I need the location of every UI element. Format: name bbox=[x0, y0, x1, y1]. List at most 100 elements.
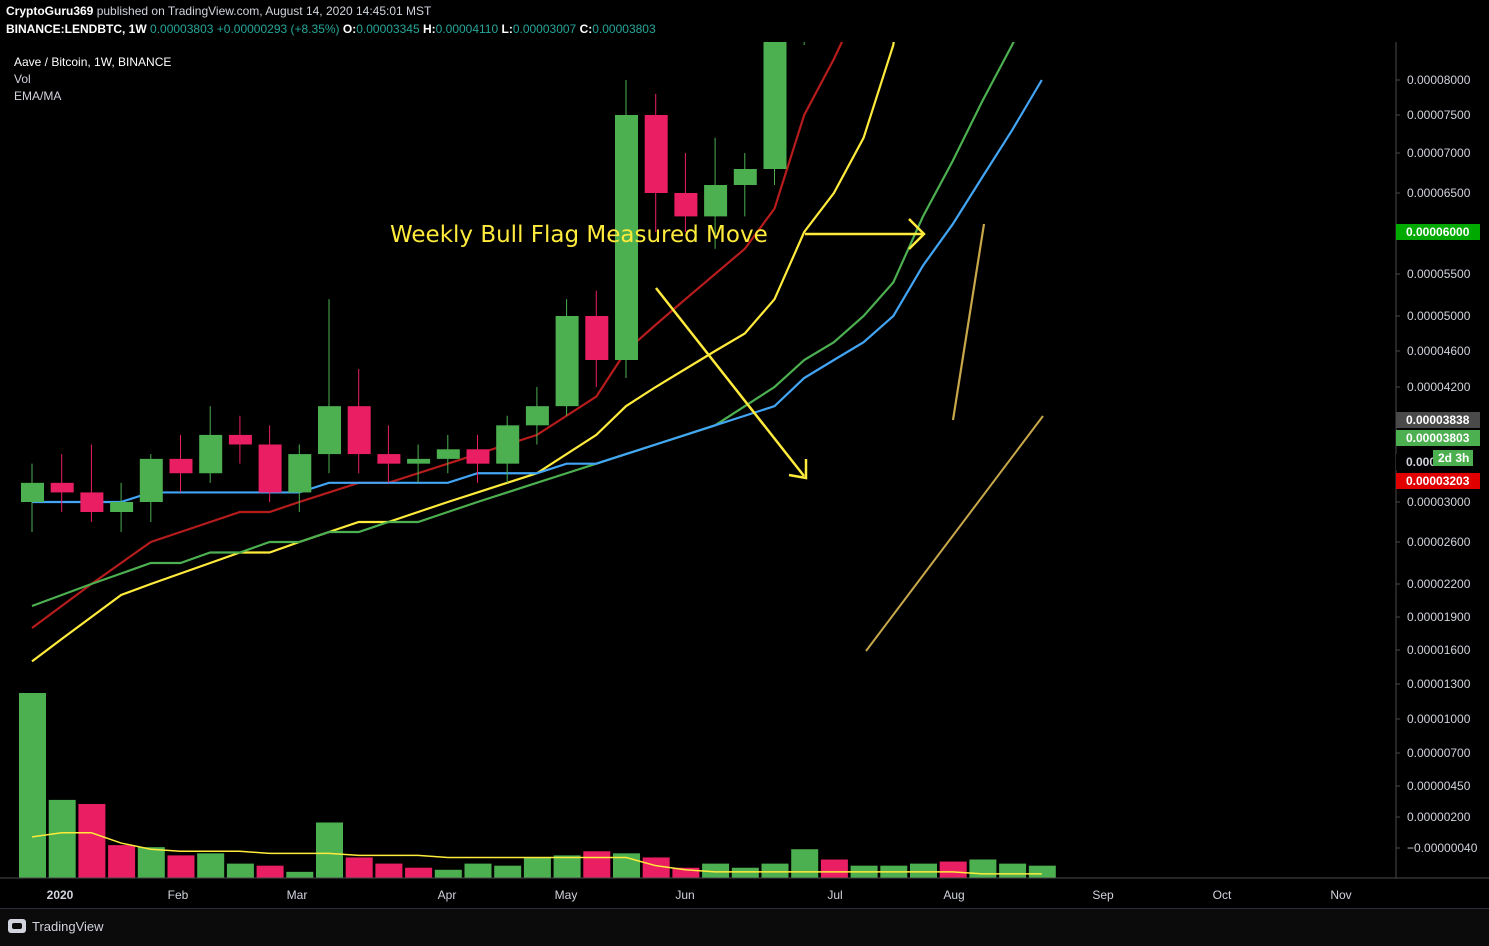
tradingview-logo[interactable]: TradingView bbox=[8, 919, 104, 934]
time-tick-label: May bbox=[555, 888, 578, 902]
candle-body bbox=[199, 434, 223, 474]
candle-body bbox=[733, 169, 757, 185]
volume-bar bbox=[820, 859, 848, 878]
time-axis: 2020 Feb Mar Apr May Jun Jul Aug Sep Oct Nov bbox=[0, 877, 1489, 908]
price-tick-label: 0.00004200 bbox=[1407, 380, 1471, 394]
time-tick-label: Apr bbox=[438, 888, 457, 902]
ema-line bbox=[31, 42, 1015, 608]
time-tick-label: Nov bbox=[1330, 888, 1351, 902]
price-tick-label: 0.00006500 bbox=[1407, 186, 1471, 200]
candle-body bbox=[525, 406, 549, 426]
volume-bar bbox=[672, 867, 700, 878]
volume-bar bbox=[345, 857, 373, 878]
volume-ma-line bbox=[31, 832, 1042, 875]
low-label: L: bbox=[501, 22, 513, 36]
volume-bar bbox=[1028, 865, 1056, 878]
volume-bar bbox=[108, 845, 136, 878]
volume-bar bbox=[434, 869, 462, 878]
close-value: 0.00003803 bbox=[592, 22, 656, 36]
legend-title[interactable]: Aave / Bitcoin, 1W, BINANCE bbox=[14, 55, 172, 69]
volume-bar bbox=[19, 693, 46, 878]
right-arrowhead bbox=[908, 218, 926, 250]
price-axis: 0.00008000 0.00007500 0.00007000 0.00006500… bbox=[1395, 42, 1489, 908]
open-value: 0.00003345 bbox=[356, 22, 420, 36]
published-text: published on TradingView.com, August 14,… bbox=[96, 4, 432, 18]
price-badge-label: 0.00006000 bbox=[1406, 225, 1470, 239]
candle-body bbox=[258, 444, 282, 493]
price-chart[interactable]: Weekly Bull Flag Measured Move 0.00008000… bbox=[0, 42, 1489, 908]
volume-bar bbox=[464, 863, 492, 878]
volume-bar bbox=[731, 867, 759, 878]
chart-header: CryptoGuru369 published on TradingView.c… bbox=[0, 0, 1489, 42]
candle-body bbox=[704, 185, 728, 217]
legend-ema[interactable]: EMA/MA bbox=[14, 89, 62, 103]
publish-line: CryptoGuru369 published on TradingView.c… bbox=[6, 4, 431, 18]
time-tick-label: Aug bbox=[943, 888, 964, 902]
high-label: H: bbox=[422, 22, 436, 36]
price-tick-label: 0.00005500 bbox=[1407, 267, 1471, 281]
candle-body bbox=[407, 458, 431, 464]
high-value: 0.00004110 bbox=[435, 22, 499, 36]
volume-bar bbox=[761, 863, 789, 878]
candle-body bbox=[50, 482, 74, 493]
candle-body bbox=[288, 454, 312, 493]
flag-bottom-line bbox=[865, 415, 1044, 652]
candle-body bbox=[21, 482, 44, 502]
volume-bar bbox=[702, 863, 730, 878]
diagonal-arrow bbox=[655, 287, 805, 477]
diagonal-arrowhead bbox=[788, 459, 808, 480]
time-tick-label: Mar bbox=[287, 888, 308, 902]
price-tick-label: 0.00001900 bbox=[1407, 610, 1471, 624]
volume-bar bbox=[375, 863, 403, 878]
price-tick-label: 0.00002200 bbox=[1407, 577, 1471, 591]
close-label: C: bbox=[579, 22, 593, 36]
price-tick-label: 0.00007500 bbox=[1407, 108, 1471, 122]
volume-bar bbox=[999, 863, 1027, 878]
price-tick-label: 0.00008000 bbox=[1407, 73, 1471, 87]
price-tick-label: 0.00000200 bbox=[1407, 810, 1471, 824]
price-tick-label: 0.00004600 bbox=[1407, 344, 1471, 358]
price-tick-label: 0.00002600 bbox=[1407, 535, 1471, 549]
volume-bar bbox=[969, 859, 997, 878]
time-tick-label: Oct bbox=[1213, 888, 1232, 902]
volume-bars bbox=[19, 693, 1056, 878]
price-badge-label: 0.00003803 bbox=[1406, 431, 1470, 445]
price-tick-label: −0.00000040 bbox=[1407, 841, 1478, 855]
price-tick-label: 0.00000450 bbox=[1407, 779, 1471, 793]
volume-bar bbox=[583, 851, 611, 878]
volume-bar bbox=[523, 857, 551, 878]
tradingview-icon bbox=[8, 919, 26, 933]
time-tick-label: Jun bbox=[675, 888, 694, 902]
candle-body bbox=[318, 406, 341, 455]
time-tick-label: Feb bbox=[168, 888, 189, 902]
candle-body bbox=[555, 316, 579, 407]
publisher-name[interactable]: CryptoGuru369 bbox=[6, 4, 94, 18]
price-tick-label: 0.00007000 bbox=[1407, 146, 1471, 160]
price-tick-label: 0.00001000 bbox=[1407, 712, 1471, 726]
candle-body bbox=[228, 434, 252, 445]
volume-bar bbox=[910, 863, 937, 878]
candle-body bbox=[585, 316, 609, 360]
time-tick-label: Sep bbox=[1092, 888, 1114, 902]
candles bbox=[21, 42, 805, 532]
measured-move-line bbox=[951, 223, 986, 421]
price-change: +0.00000293 (+8.35%) bbox=[216, 22, 340, 36]
candle-body bbox=[763, 42, 787, 169]
indicator-legend: Aave / Bitcoin, 1W, BINANCE Vol EMA/MA bbox=[14, 54, 171, 105]
ohlc-line: BINANCE:LENDBTC, 1W 0.00003803 +0.000002… bbox=[6, 22, 656, 36]
legend-volume[interactable]: Vol bbox=[14, 72, 31, 86]
annotation-label: Weekly Bull Flag Measured Move bbox=[390, 222, 768, 248]
candle-body bbox=[347, 406, 371, 455]
candle-body bbox=[615, 115, 638, 360]
time-axis-bg bbox=[0, 878, 1489, 908]
volume-bar bbox=[256, 865, 284, 878]
candle-body bbox=[377, 454, 401, 464]
volume-bar bbox=[286, 871, 314, 878]
price-tick-label: 0.00001600 bbox=[1407, 643, 1471, 657]
price-badge bbox=[1396, 473, 1480, 489]
volume-bar bbox=[48, 799, 76, 878]
candle-body bbox=[436, 449, 460, 459]
volume-bar bbox=[197, 853, 225, 878]
volume-bar bbox=[939, 861, 967, 878]
price-badge bbox=[1396, 454, 1432, 470]
